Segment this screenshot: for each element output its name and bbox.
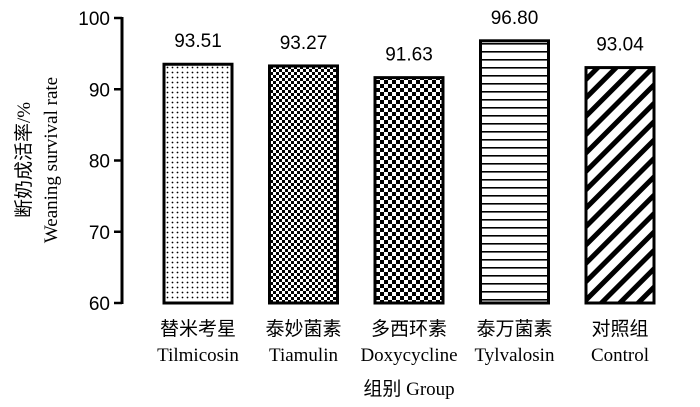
- category-label-cn: 泰妙菌素: [265, 318, 341, 340]
- y-tick-label: 70: [89, 223, 110, 244]
- value-label: 91.63: [385, 45, 433, 66]
- y-axis-title-en: Weaning survival rate: [41, 77, 62, 243]
- value-labels: 93.51 93.27 91.63 96.80 93.04: [174, 8, 644, 66]
- x-category-labels: 替米考星 Tilmicosin 泰妙菌素 Tiamulin 多西环素 Doxycyclin…: [157, 318, 649, 366]
- y-tick-label: 90: [89, 80, 110, 101]
- y-tick-label: 80: [89, 152, 110, 173]
- y-axis: 60 70 80 90 100: [78, 9, 124, 315]
- category-label-cn: 泰万菌素: [476, 318, 552, 340]
- x-axis-title: 组别 Group: [363, 378, 454, 400]
- category-label-cn: 替米考星: [160, 318, 236, 340]
- category-label-en: Doxycycline: [360, 345, 457, 366]
- bar-doxycycline: [373, 76, 445, 305]
- value-label: 96.80: [491, 8, 539, 29]
- category-label-en: Tylvalosin: [475, 345, 555, 366]
- y-tick-label: 60: [89, 294, 110, 315]
- category-label-cn: 对照组: [591, 318, 648, 340]
- bar-tilmicosin: [162, 62, 234, 305]
- bars: [162, 39, 656, 305]
- category-label-cn: 多西环素: [371, 318, 447, 340]
- category-label-en: Control: [591, 345, 649, 366]
- bar-control: [584, 66, 656, 305]
- y-axis-title-cn: 断奶成活率/%: [13, 102, 35, 218]
- value-label: 93.04: [596, 35, 644, 56]
- bar-tiamulin: [268, 64, 339, 305]
- category-label-en: Tiamulin: [269, 345, 338, 366]
- value-label: 93.27: [280, 33, 328, 54]
- y-tick-label: 100: [78, 9, 110, 30]
- bar-tylvalosin: [479, 39, 550, 305]
- value-label: 93.51: [174, 31, 222, 52]
- category-label-en: Tilmicosin: [157, 345, 239, 366]
